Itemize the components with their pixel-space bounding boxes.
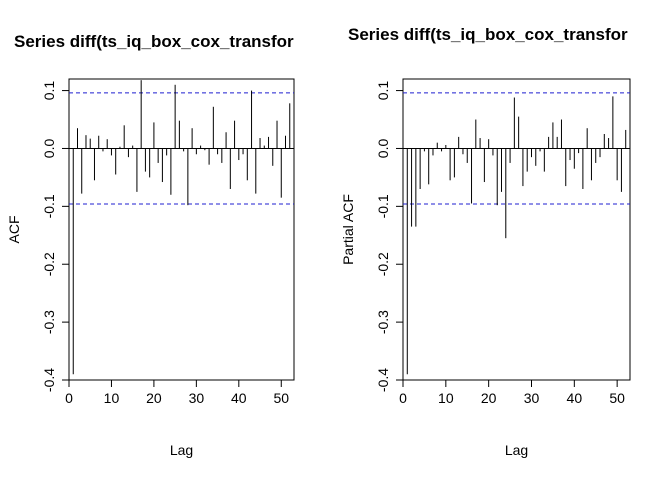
acf-x-tick-label: 10 xyxy=(104,390,120,406)
pacf-y-tick-label: 0.0 xyxy=(375,139,391,159)
acf-x-tick-label: 30 xyxy=(189,390,205,406)
acf-x-tick-label: 0 xyxy=(65,390,73,406)
pacf-x-tick-label: 0 xyxy=(399,390,407,406)
pacf-y-tick-label: 0.1 xyxy=(375,81,391,101)
acf-xlabel: Lag xyxy=(170,442,193,458)
pacf-ylabel: Partial ACF xyxy=(340,194,356,265)
pacf-x-tick-label: 40 xyxy=(567,390,583,406)
acf-title: Series diff(ts_iq_box_cox_transfor xyxy=(14,32,294,51)
acf-panel: Series diff(ts_iq_box_cox_transfor Lag A… xyxy=(6,32,295,458)
pacf-x-tick-label: 50 xyxy=(609,390,625,406)
acf-y-tick-label: -0.1 xyxy=(41,194,57,218)
pacf-y-tick-label: -0.1 xyxy=(375,194,391,218)
pacf-plot-frame xyxy=(402,78,631,381)
pacf-x-tick-label: 30 xyxy=(524,390,540,406)
acf-y-tick-label: -0.3 xyxy=(41,310,57,334)
acf-ylabel: ACF xyxy=(6,216,22,244)
acf-x-tick-label: 50 xyxy=(273,390,289,406)
pacf-title: Series diff(ts_iq_box_cox_transfor xyxy=(348,25,628,44)
acf-x-tick-label: 40 xyxy=(231,390,247,406)
acf-plot-frame xyxy=(68,78,295,381)
pacf-y-tick-label: -0.2 xyxy=(375,252,391,276)
pacf-x-tick-label: 10 xyxy=(438,390,454,406)
pacf-y-tick-label: -0.4 xyxy=(375,368,391,392)
acf-y-tick-label: -0.4 xyxy=(41,368,57,392)
pacf-x-tick-label: 20 xyxy=(481,390,497,406)
acf-y-tick-label: 0.0 xyxy=(41,139,57,159)
acf-y-tick-label: 0.1 xyxy=(41,81,57,101)
pacf-y-tick-label: -0.3 xyxy=(375,310,391,334)
acf-y-tick-label: -0.2 xyxy=(41,252,57,276)
acf-x-tick-label: 20 xyxy=(146,390,162,406)
pacf-panel: Series diff(ts_iq_box_cox_transfor Lag P… xyxy=(340,25,631,458)
pacf-xlabel: Lag xyxy=(505,442,528,458)
